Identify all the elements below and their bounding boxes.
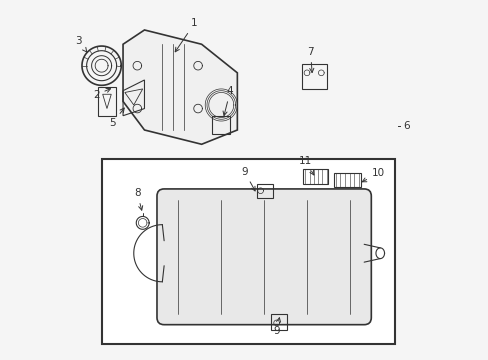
Text: 7: 7 (306, 47, 313, 73)
Text: 3: 3 (75, 36, 86, 52)
Text: 9: 9 (241, 167, 255, 191)
Text: 8: 8 (134, 188, 142, 210)
Text: 5: 5 (109, 108, 124, 129)
Text: 4: 4 (223, 86, 233, 116)
Polygon shape (123, 30, 237, 144)
Text: 2: 2 (93, 89, 110, 100)
Text: 11: 11 (298, 156, 313, 175)
Text: 9: 9 (273, 318, 280, 336)
FancyBboxPatch shape (102, 158, 394, 344)
Text: 6: 6 (403, 121, 409, 131)
FancyBboxPatch shape (157, 189, 370, 325)
Text: 10: 10 (362, 168, 384, 182)
Text: 1: 1 (175, 18, 198, 52)
